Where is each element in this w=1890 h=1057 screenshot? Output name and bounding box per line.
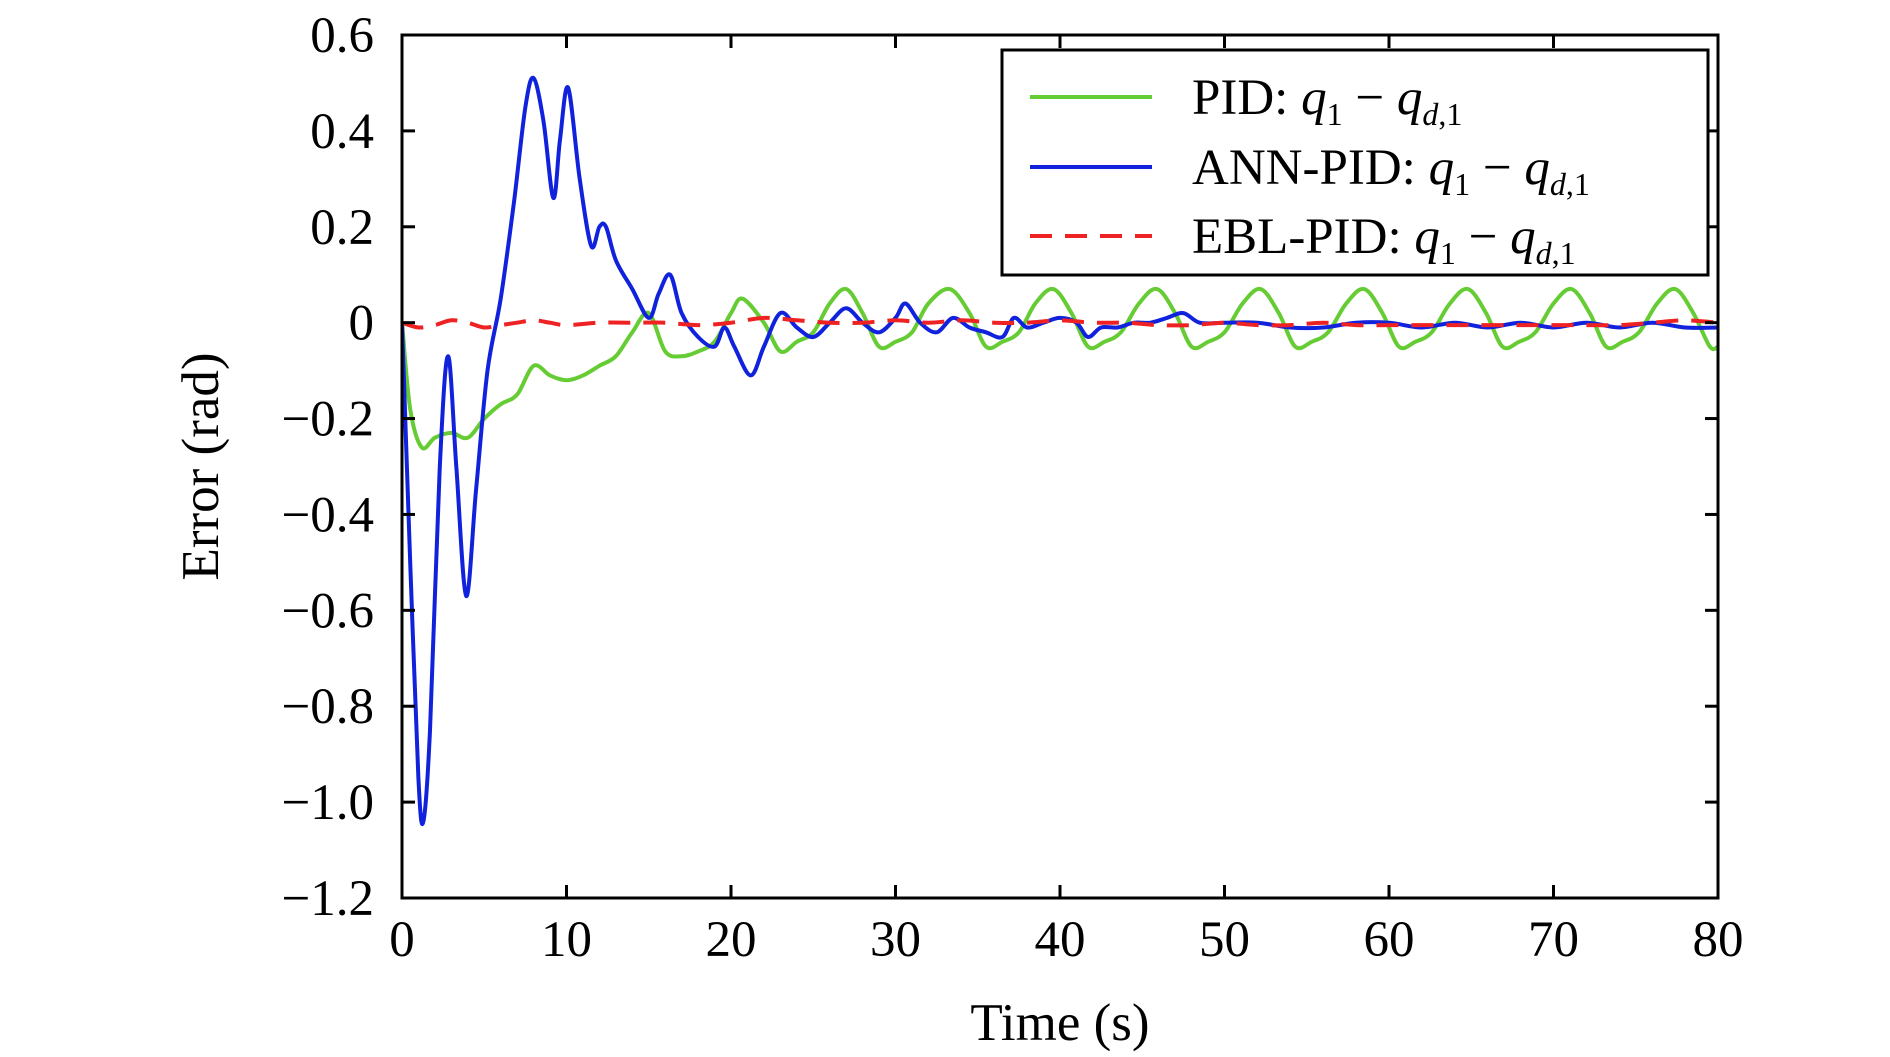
- legend-label-2: ANN-PID: q1 − qd,1: [1192, 140, 1590, 202]
- series-line-2: [402, 75, 1718, 826]
- series-line-1: [402, 286, 1718, 451]
- x-tick-label: 10: [541, 912, 592, 968]
- legend-label-3: EBL-PID: q1 − qd,1: [1192, 209, 1576, 271]
- x-tick-label: 0: [389, 912, 415, 968]
- y-tick-label: −1.2: [281, 871, 374, 927]
- x-tick-label: 70: [1528, 912, 1579, 968]
- legend-box: [1000, 48, 1710, 277]
- x-tick-label: 20: [706, 912, 757, 968]
- x-tick-label: 60: [1364, 912, 1415, 968]
- y-tick-label: 0.4: [310, 104, 374, 160]
- x-tick-label: 40: [1035, 912, 1086, 968]
- y-tick-label: 0.2: [310, 200, 374, 256]
- y-tick-label: −0.8: [281, 679, 374, 735]
- x-tick-label: 30: [870, 912, 921, 968]
- y-axis-title: Error (rad): [172, 352, 230, 580]
- y-tick-label: −0.6: [281, 583, 374, 639]
- x-tick-label: 80: [1693, 912, 1744, 968]
- x-tick-label: 50: [1199, 912, 1250, 968]
- y-tick-label: −0.4: [281, 487, 374, 543]
- legend: PID: q1 − qd,1 ANN-PID: q1 − qd,1 EBL-PID:…: [1000, 48, 1710, 277]
- series-line-3: [402, 315, 1718, 330]
- y-tick-label: −1.0: [281, 775, 374, 831]
- y-tick-label: 0.6: [310, 8, 374, 64]
- x-axis-title: Time (s): [970, 994, 1149, 1052]
- legend-label-1: PID: q1 − qd,1: [1192, 70, 1462, 132]
- y-tick-label: −0.2: [281, 392, 374, 448]
- series-layer: [402, 75, 1718, 826]
- ticks-layer: 0 10 20 30 40 50 60 70 80 0.6 0.4 0.2 0 −0.2 −0.4 −0.6 −…: [281, 8, 1743, 968]
- y-tick-label: 0: [349, 296, 375, 352]
